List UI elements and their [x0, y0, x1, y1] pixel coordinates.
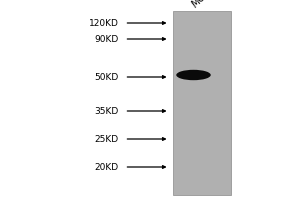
Ellipse shape [176, 70, 211, 80]
Text: 20KD: 20KD [94, 162, 118, 171]
Text: 120KD: 120KD [88, 19, 119, 27]
Bar [172, 11, 231, 195]
Text: MCF-7: MCF-7 [190, 0, 219, 9]
Text: 35KD: 35KD [94, 107, 118, 116]
Text: 25KD: 25KD [94, 134, 118, 144]
Text: 50KD: 50KD [94, 72, 118, 82]
Text: 90KD: 90KD [94, 34, 118, 44]
